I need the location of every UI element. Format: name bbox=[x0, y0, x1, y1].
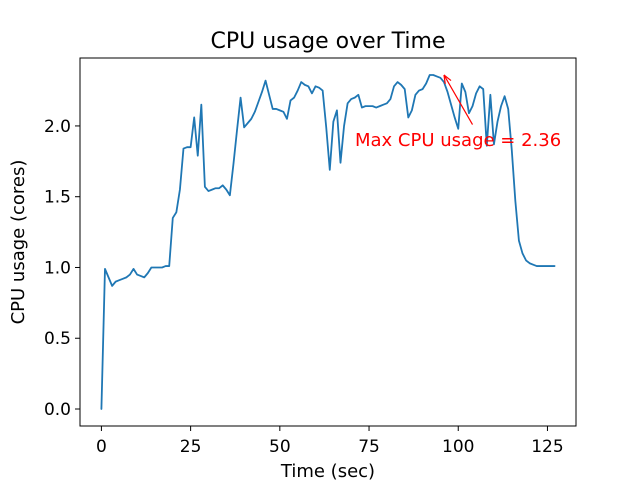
y-tick-label: 0.5 bbox=[44, 329, 71, 349]
chart-title: CPU usage over Time bbox=[211, 29, 446, 54]
max-annotation: Max CPU usage = 2.36 bbox=[355, 74, 561, 151]
x-tick-label: 0 bbox=[96, 437, 107, 457]
annotation-arrow-head bbox=[443, 74, 452, 82]
y-axis-title: CPU usage (cores) bbox=[8, 160, 29, 325]
x-tick-label: 50 bbox=[269, 437, 291, 457]
annotation-text: Max CPU usage = 2.36 bbox=[355, 130, 561, 151]
y-tick-label: 2.0 bbox=[44, 117, 71, 137]
y-tick-label: 1.5 bbox=[44, 188, 71, 208]
x-tick-label: 125 bbox=[531, 437, 563, 457]
axes-frame bbox=[79, 57, 577, 427]
annotation-arrow-line bbox=[443, 74, 474, 125]
x-axis-title: Time (sec) bbox=[280, 461, 375, 480]
x-tick-label: 100 bbox=[442, 437, 474, 457]
y-tick-label: 0.0 bbox=[44, 400, 71, 420]
series-line-0 bbox=[100, 74, 556, 410]
x-tick-label: 75 bbox=[358, 437, 380, 457]
y-tick-label: 1.0 bbox=[44, 258, 71, 278]
x-tick-label: 25 bbox=[180, 437, 202, 457]
annotation-arrow-head bbox=[443, 74, 446, 84]
